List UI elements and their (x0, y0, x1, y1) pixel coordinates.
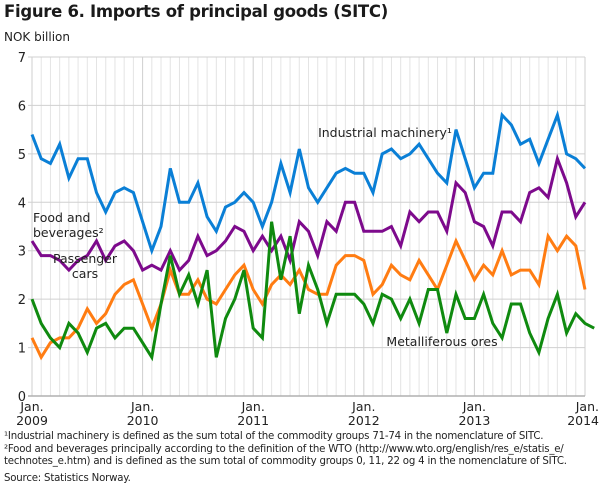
x-tick-label-year: 2009 (16, 413, 48, 428)
x-tick-label-year: 2011 (237, 413, 269, 428)
footnote-food-beverages-line1: ²Food and beverages principally accordin… (4, 443, 564, 455)
series-lines (30, 110, 595, 362)
footnote-industrial-machinery: ¹Industrial machinery is defined as the … (4, 431, 544, 442)
y-tick-label: 4 (18, 196, 26, 211)
x-tick-label-month: Jan. (575, 399, 599, 414)
y-tick-label: 1 (18, 342, 26, 357)
x-tick-label-year: 2012 (348, 413, 380, 428)
x-tick-label-month: Jan. (19, 399, 43, 414)
annotation-passenger-cars: Passenger (53, 251, 118, 266)
y-tick-label: 2 (18, 293, 26, 308)
footnotes: ¹Industrial machinery is defined as the … (4, 431, 608, 485)
minor-gridlines (31, 57, 586, 396)
series-line-metalliferous-ores (30, 221, 595, 362)
source-note: Source: Statistics Norway. (4, 472, 131, 484)
x-tick-label-year: 2014 (567, 413, 599, 428)
x-tick-label-year: 2010 (127, 413, 159, 428)
footnote-food-beverages-line2: technotes_e.htm) and is defined as the s… (4, 456, 567, 467)
x-tick-label-month: Jan. (462, 399, 486, 414)
x-tick-label-year: 2013 (458, 413, 490, 428)
y-axis-ticks: 0 1 2 3 4 5 6 7 (18, 51, 26, 405)
annotation-food-and-beverages: Food and (33, 210, 90, 225)
x-axis-ticks: Jan.2009Jan.2010Jan.2011Jan.2012Jan.2013… (16, 399, 599, 428)
y-tick-label: 6 (18, 99, 26, 114)
y-tick-label: 5 (18, 148, 26, 163)
annotation-passenger-cars-line2: cars (72, 266, 98, 281)
x-tick-label-month: Jan. (130, 399, 154, 414)
y-tick-label: 0 (18, 390, 26, 405)
x-tick-label-month: Jan. (351, 399, 375, 414)
y-axis-unit-label: NOK billion (4, 30, 71, 44)
series-line-industrial-machinery (30, 110, 587, 256)
chart-title: Figure 6. Imports of principal goods (SI… (4, 2, 388, 21)
annotation-food-and-beverages-line2: beverages² (33, 225, 104, 240)
annotation-metalliferous-ores: Metalliferous ores (386, 334, 497, 349)
series-line-passenger-cars (30, 232, 587, 361)
series-line-food-and-beverages (30, 153, 587, 273)
annotation-industrial-machinery: Industrial machinery¹ (318, 125, 452, 140)
y-tick-label: 3 (18, 245, 26, 260)
x-tick-label-month: Jan. (241, 399, 265, 414)
major-gridlines (28, 56, 585, 397)
y-tick-label: 7 (18, 51, 26, 66)
